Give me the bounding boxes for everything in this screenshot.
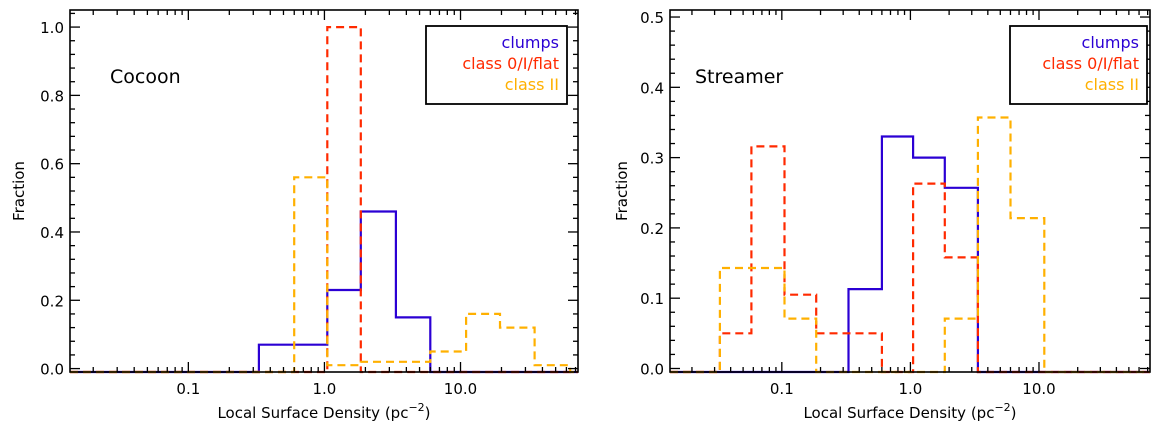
legend-entry: class 0/I/flat (1042, 54, 1139, 73)
x-axis-label: Local Surface Density (pc−2) (803, 401, 1016, 422)
y-tick-label: 0.5 (640, 9, 664, 27)
y-tick-label: 0.6 (40, 156, 64, 174)
x-tick-label: 0.1 (770, 380, 794, 398)
y-axis-label: Fraction (613, 161, 631, 221)
x-tick-label: 1.0 (313, 380, 337, 398)
x-axis-label-close: ) (425, 404, 431, 422)
y-tick-label: 0.4 (40, 224, 64, 242)
x-axis-label-close: ) (1011, 404, 1017, 422)
x-tick-label: 10.0 (1022, 380, 1055, 398)
x-tick-label: 0.1 (176, 380, 200, 398)
legend-entry: class 0/I/flat (462, 54, 559, 73)
legend-entry: class II (505, 75, 559, 94)
y-tick-label: 0.4 (640, 79, 664, 97)
panel-cocoon: 0.0 0.2 0.4 0.6 0.8 1.0 0.1 1.0 10.0 Local Surfac… (10, 9, 579, 422)
legend-entry: class II (1085, 75, 1139, 94)
x-axis-label-exponent: −2 (408, 401, 424, 414)
y-tick-label: 1.0 (40, 19, 64, 37)
legend-box (425, 25, 568, 105)
x-axis-label: Local Surface Density (pc−2) (217, 401, 430, 422)
y-tick-label: 0.2 (40, 292, 64, 310)
x-axis-label-exponent: −2 (994, 401, 1010, 414)
y-axis-label: Fraction (10, 161, 28, 221)
y-tick-label: 0.3 (640, 150, 664, 168)
legend-box (1009, 25, 1148, 105)
panel-streamer: 0.0 0.1 0.2 0.3 0.4 0.5 0.1 1.0 10.0 Local Surfac… (613, 9, 1151, 422)
panel-title: Streamer (695, 66, 783, 88)
y-tick-label: 0.0 (40, 361, 64, 379)
y-tick-label: 0.0 (640, 360, 664, 378)
x-tick-label: 1.0 (898, 380, 922, 398)
series-line-class-ii (670, 116, 1150, 374)
series-line-clumps (670, 135, 1150, 374)
legend-entry: clumps (502, 33, 559, 52)
y-tick-label: 0.1 (640, 290, 664, 308)
series-line-clumps (70, 210, 578, 374)
legend-entry: clumps (1082, 33, 1139, 52)
x-tick-label: 10.0 (444, 380, 477, 398)
series-line-class-0-i-flat (670, 145, 1150, 374)
y-tick-label: 0.8 (40, 87, 64, 105)
series-line-class-ii (70, 176, 578, 374)
panel-title: Cocoon (110, 66, 181, 88)
y-tick-label: 0.2 (640, 220, 664, 238)
